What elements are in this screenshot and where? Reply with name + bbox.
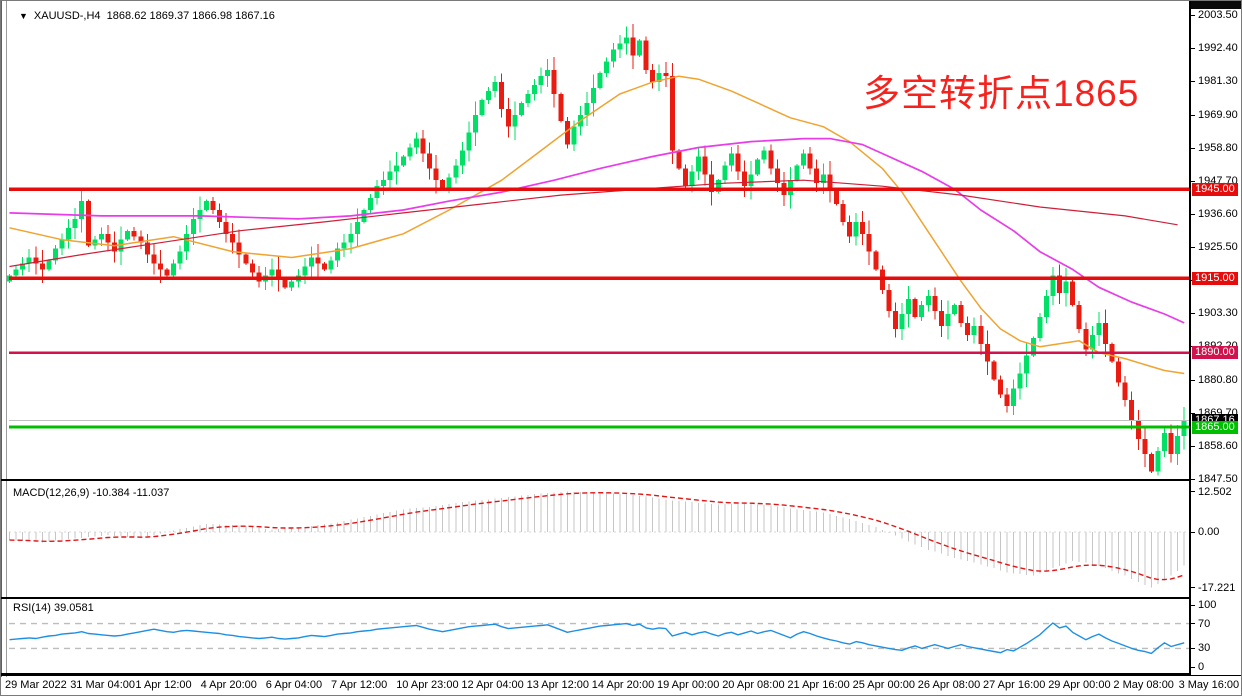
level-price-badge: 1945.00 [1192,182,1238,196]
time-axis-label: 7 Apr 12:00 [331,679,388,691]
symbol-period-label: XAUUSD-,H4 [33,10,101,22]
rsi-axis-label: 30 [1198,642,1211,655]
candles-layer [7,24,1187,476]
time-axis-label: 27 Apr 16:00 [983,679,1046,691]
price-axis-label-tick [1191,148,1195,149]
pane-separator-rsi-time [1,673,1241,676]
rsi-axis-label-tick [1191,648,1195,649]
time-axis-label: 13 Apr 12:00 [526,679,589,691]
time-axis-label: 6 Apr 04:00 [265,679,323,691]
rsi-axis-label: 100 [1198,599,1217,611]
price-axis-label: 1903.30 [1198,307,1238,320]
rsi-axis-label-tick [1191,605,1195,606]
time-axis-label: 20 Apr 08:00 [722,679,785,691]
time-axis-label: 29 Apr 00:00 [1048,679,1111,691]
time-axis-label: 19 Apr 00:00 [657,679,720,691]
time-axis-label: 1 Apr 12:00 [135,679,192,691]
rsi-axis-label: 0 [1198,661,1205,673]
price-axis-label: 1858.60 [1198,440,1238,453]
symbol-ohlc-header: ▼ XAUUSD-,H4 1868.62 1869.37 1866.98 1867… [19,10,275,22]
ma-line-#f0a32f [9,75,1185,375]
price-axis-label: 1981.30 [1198,75,1238,88]
price-axis-label-tick [1191,413,1195,414]
price-axis-label-tick [1191,247,1195,248]
price-axis-label-tick [1191,479,1195,480]
price-axis-label-tick [1191,380,1195,381]
price-axis-label-tick [1191,446,1195,447]
time-axis-label: 14 Apr 20:00 [591,679,655,691]
symbol-dropdown-icon[interactable]: ▼ [19,11,28,21]
level-price-badge: 1890.00 [1192,346,1238,360]
price-axis-label-tick [1191,81,1195,82]
price-axis-label-tick [1191,214,1195,215]
time-axis-label: 26 Apr 08:00 [917,679,981,691]
time-axis-label: 2 May 08:00 [1113,679,1174,691]
price-axis-label: 1847.50 [1198,473,1238,486]
price-axis-label: 1936.60 [1198,208,1238,221]
time-axis-label: 12 Apr 04:00 [461,679,524,691]
pane-separator-macd-rsi[interactable] [1,597,1241,599]
ma-line-#e93ce9 [9,137,1185,324]
price-axis-label: 2003.50 [1198,9,1238,22]
price-axis-label-tick [1191,15,1195,16]
level-price-badge: 1865.00 [1192,420,1238,434]
macd-layer [9,491,1189,588]
time-axis-label: 31 Mar 04:00 [70,679,136,691]
macd-axis-label-tick [1191,532,1195,533]
macd-axis-label-tick [1191,491,1195,492]
macd-axis-label: 12.502 [1198,485,1232,498]
chart-annotation-text: 多空转折点1865 [863,73,1140,114]
price-axis-label: 1969.90 [1198,109,1238,122]
price-scale-border [1189,1,1191,675]
time-axis-label: 4 Apr 20:00 [200,679,257,691]
level-price-badge: 1915.00 [1192,271,1238,285]
pane-separator-main-macd[interactable] [1,479,1241,481]
rsi-axis-label-tick [1191,623,1195,624]
macd-axis-label: 0.00 [1198,526,1220,538]
ohlc-values: 1868.62 1869.37 1866.98 1867.16 [106,10,275,22]
price-axis-label-tick [1191,181,1195,182]
price-scale[interactable]: 2003.50 1992.40 1981.30 1969.90 1958.80 1947.… [1191,1,1241,675]
time-axis-label: 3 May 16:00 [1178,679,1240,691]
rsi-axis-label: 70 [1198,617,1211,630]
price-scale-header [1191,1,1241,9]
price-axis-label: 1880.80 [1198,374,1238,387]
window-border-left-outer [1,1,2,695]
price-axis-label-tick [1191,313,1195,314]
chart-plot-area[interactable] [1,1,1191,677]
rsi-axis-label-tick [1191,667,1195,668]
window-border-left-inner [6,1,7,695]
rsi-indicator-label: RSI(14) 39.0581 [13,602,94,614]
price-axis-label: 1958.80 [1198,142,1238,155]
price-axis-label: 1992.40 [1198,42,1238,55]
macd-indicator-label: MACD(12,26,9) -10.384 -11.037 [13,487,170,499]
price-axis-label-tick [1191,115,1195,116]
time-axis-label: 25 Apr 00:00 [852,679,915,691]
time-axis-label: 10 Apr 23:00 [396,679,459,691]
time-axis-label: 29 Mar 2022 [5,679,67,691]
price-axis-label-tick [1191,48,1195,49]
macd-axis-label: -17.221 [1198,581,1236,594]
time-axis-label: 21 Apr 16:00 [787,679,850,691]
time-axis[interactable]: 29 Mar 2022 31 Mar 04:00 1 Apr 12:00 4 Apr … [1,677,1241,695]
ma-line-#cf1f38 [9,179,1178,268]
macd-signal-line [9,491,1185,581]
rsi-layer [9,622,1189,655]
level-lines-layer [9,187,1189,429]
macd-axis-label-tick [1191,587,1195,588]
price-axis-label: 1925.50 [1198,241,1238,254]
